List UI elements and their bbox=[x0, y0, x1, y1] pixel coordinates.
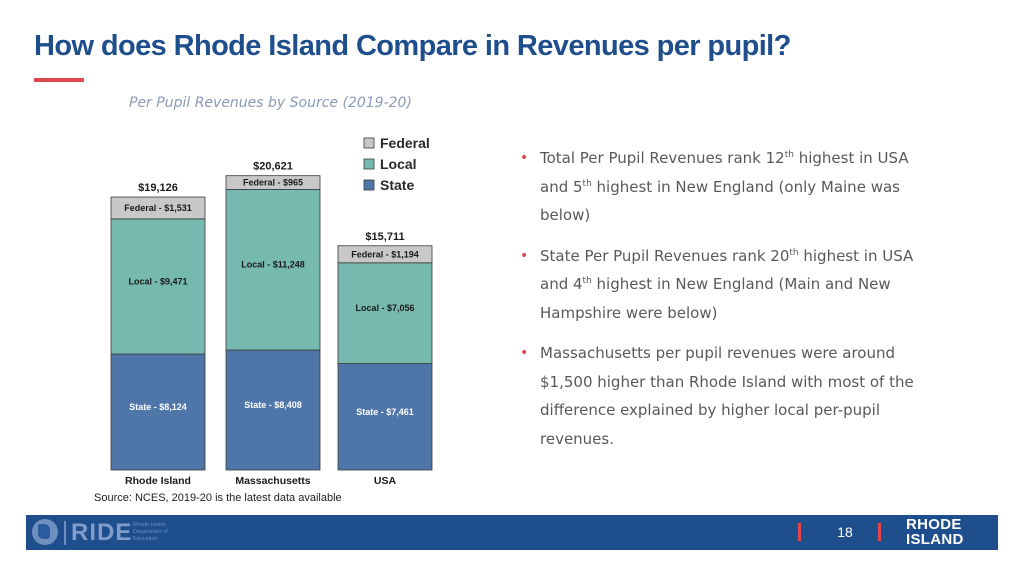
legend-swatch-local bbox=[363, 158, 375, 170]
bar-segment-state bbox=[110, 353, 206, 471]
brand-line-1: RHODE bbox=[906, 516, 962, 533]
legend-label-state: State bbox=[380, 177, 414, 193]
bar-segment-state bbox=[337, 363, 433, 471]
bar-label-federal: Federal - $965 bbox=[243, 178, 303, 188]
bar-label-federal: Federal - $1,194 bbox=[351, 249, 419, 259]
legend-label-local: Local bbox=[380, 156, 417, 172]
superscript: th bbox=[582, 276, 592, 286]
bullet-text: State Per Pupil Revenues rank 20 bbox=[540, 246, 790, 265]
chart-subtitle: Per Pupil Revenues by Source (2019-20) bbox=[129, 95, 412, 111]
bar-label-federal: Federal - $1,531 bbox=[124, 203, 192, 213]
bar-label-local: Local - $11,248 bbox=[241, 260, 305, 270]
ride-logo-subtext: Rhode Island Department of Education bbox=[133, 522, 168, 542]
stacked-bar-chart: State - $8,124 Local - $9,471 Federal - $1… bbox=[110, 135, 433, 487]
bullet-dot-icon: • bbox=[520, 247, 529, 264]
bullet-dot-icon: • bbox=[520, 345, 529, 361]
page-divider-left bbox=[798, 523, 801, 541]
bullet-text: Massachusetts per pupil revenues were ar… bbox=[540, 344, 914, 448]
superscript: th bbox=[789, 247, 799, 258]
state-outline-icon bbox=[38, 524, 50, 539]
bullet-text: highest in USA and 4 bbox=[540, 246, 914, 294]
category-label: USA bbox=[374, 475, 397, 487]
legend-swatch-federal bbox=[363, 137, 375, 149]
title-underline bbox=[34, 78, 84, 82]
bar-total-label: $20,621 bbox=[253, 161, 293, 173]
bullet-item: • State Per Pupil Revenues rank 20th hig… bbox=[520, 242, 940, 328]
bar-segment-local bbox=[225, 189, 321, 351]
bullet-text: highest in New England (only Maine was b… bbox=[540, 177, 900, 225]
bar-segment-local bbox=[110, 218, 206, 355]
bar-label-local: Local - $7,056 bbox=[355, 303, 414, 313]
footer-bar: RIDE Rhode Island Department of Educatio… bbox=[26, 515, 998, 550]
category-label: Rhode Island bbox=[125, 475, 191, 487]
bar-segment-state bbox=[225, 349, 321, 471]
superscript: th bbox=[582, 178, 592, 189]
bar-segment-federal bbox=[337, 245, 433, 264]
page-number: 18 bbox=[837, 524, 853, 540]
category-label: Massachusetts bbox=[235, 475, 310, 487]
page-title: How does Rhode Island Compare in Revenue… bbox=[34, 30, 791, 62]
legend-swatch-state bbox=[363, 179, 375, 191]
page-divider-right bbox=[878, 523, 881, 541]
superscript: th bbox=[784, 150, 794, 160]
bullet-item: • Massachusetts per pupil revenues were … bbox=[520, 339, 940, 453]
bar-label-state: State - $8,408 bbox=[244, 400, 302, 410]
bullet-item: • Total Per Pupil Revenues rank 12th hig… bbox=[520, 144, 940, 230]
bar-segment-local bbox=[337, 262, 433, 364]
bar-segment-federal bbox=[110, 196, 206, 220]
bullet-text: Total Per Pupil Revenues rank 12 bbox=[540, 149, 785, 167]
source-note: Source: NCES, 2019-20 is the latest data… bbox=[94, 492, 342, 504]
bar-total-label: $15,711 bbox=[365, 231, 404, 243]
bullet-list: • Total Per Pupil Revenues rank 12th hig… bbox=[520, 144, 940, 465]
bullet-text: highest in USA and 5 bbox=[540, 149, 909, 196]
rhode-island-brand: RHODE ISLAND bbox=[906, 517, 964, 547]
bar-label-state: State - $7,461 bbox=[356, 407, 414, 417]
bar-label-state: State - $8,124 bbox=[129, 402, 187, 412]
bar-total-label: $19,126 bbox=[138, 182, 178, 194]
legend-label-federal: Federal bbox=[380, 135, 430, 151]
bar-label-local: Local - $9,471 bbox=[128, 276, 187, 286]
logo-divider bbox=[64, 521, 66, 545]
bullet-dot-icon: • bbox=[520, 150, 529, 166]
bar-segment-federal bbox=[225, 175, 321, 190]
ride-logo-text: RIDE bbox=[71, 519, 133, 546]
brand-line-2: ISLAND bbox=[906, 531, 964, 548]
bullet-text: highest in New England (Main and New Ham… bbox=[540, 275, 891, 322]
